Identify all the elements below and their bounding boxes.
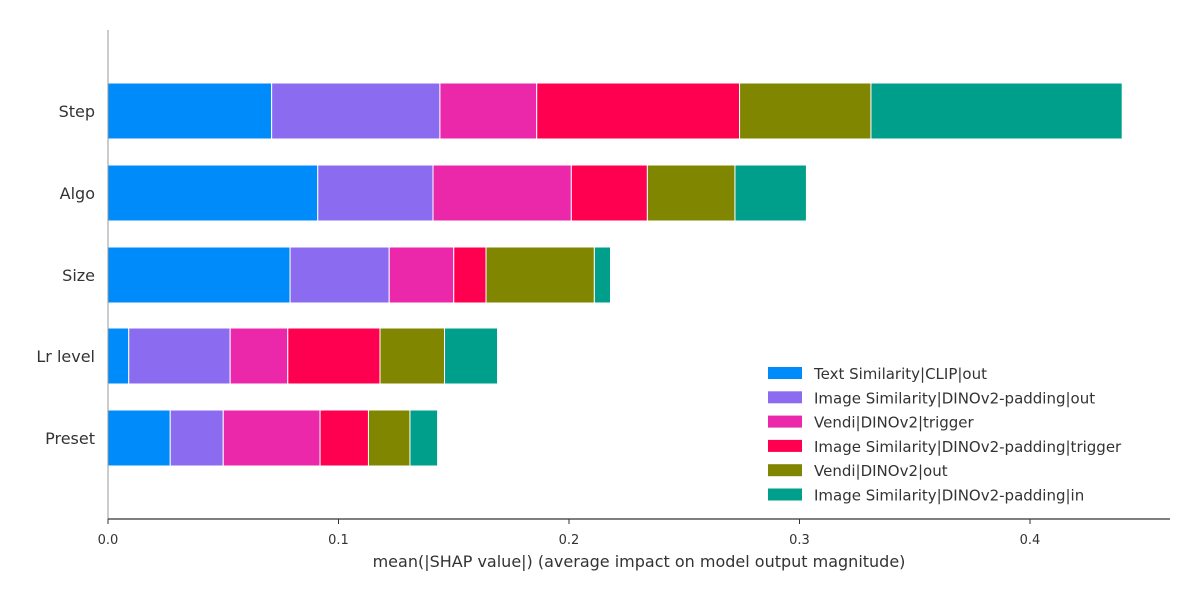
bar-segment-0-0 — [107, 82, 273, 140]
bar-segment-2-5 — [593, 246, 611, 304]
x-tick-label: 0.0 — [98, 533, 119, 548]
bar-segment-2-2 — [388, 246, 455, 304]
x-tick-label: 0.3 — [789, 533, 810, 548]
category-label: Preset — [45, 429, 95, 448]
bar-segment-0-2 — [439, 82, 538, 140]
bar-segment-1-1 — [317, 164, 434, 222]
legend-label: Image Similarity|DINOv2-padding|out — [814, 389, 1095, 407]
x-axis-title: mean(|SHAP value|) (average impact on mo… — [373, 552, 906, 571]
bar-segment-2-3 — [453, 246, 487, 304]
legend-swatch — [768, 415, 802, 428]
bar-segment-3-0 — [107, 327, 130, 385]
bar-segment-3-2 — [229, 327, 289, 385]
bar-segment-3-1 — [128, 327, 231, 385]
bars-layer — [107, 82, 1123, 467]
bar-segment-4-1 — [169, 409, 224, 467]
bar-segment-2-0 — [107, 246, 291, 304]
bar-segment-2-4 — [485, 246, 595, 304]
bar-segment-1-0 — [107, 164, 319, 222]
legend-swatch — [768, 367, 802, 379]
bar-segment-0-3 — [536, 82, 741, 140]
legend-label: Text Similarity|CLIP|out — [813, 365, 987, 383]
x-ticks: 0.0 0.1 0.2 0.3 0.4 — [98, 519, 1041, 548]
bar-segment-0-1 — [271, 82, 441, 140]
category-labels: Step Algo Size Lr level Preset — [36, 102, 95, 448]
bar-segment-4-3 — [319, 409, 369, 467]
bar-segment-0-4 — [739, 82, 872, 140]
legend-label: Vendi|DINOv2|out — [814, 462, 948, 480]
bar-segment-1-4 — [646, 164, 736, 222]
bar-segment-0-5 — [870, 82, 1123, 140]
bar-segment-4-2 — [222, 409, 321, 467]
category-label: Size — [62, 266, 95, 285]
bar-segment-4-0 — [107, 409, 171, 467]
category-label: Step — [59, 102, 95, 121]
legend-label: Image Similarity|DINOv2-padding|in — [814, 487, 1084, 505]
bar-segment-4-4 — [367, 409, 411, 467]
legend-swatch — [768, 488, 802, 501]
legend: Text Similarity|CLIP|out Image Similarity… — [768, 365, 1122, 505]
legend-swatch — [768, 391, 802, 404]
bar-segment-3-4 — [379, 327, 446, 385]
bar-segment-1-5 — [734, 164, 807, 222]
category-label: Lr level — [36, 347, 95, 366]
x-tick-label: 0.4 — [1020, 533, 1041, 548]
legend-label: Image Similarity|DINOv2-padding|trigger — [814, 438, 1122, 456]
x-tick-label: 0.2 — [559, 533, 580, 548]
bar-segment-2-1 — [289, 246, 390, 304]
legend-swatch — [768, 439, 802, 452]
bar-segment-1-2 — [432, 164, 572, 222]
category-label: Algo — [60, 184, 95, 203]
x-tick-label: 0.1 — [328, 533, 349, 548]
legend-label: Vendi|DINOv2|trigger — [814, 414, 975, 432]
bar-segment-3-3 — [287, 327, 381, 385]
bar-segment-1-3 — [570, 164, 648, 222]
legend-swatch — [768, 464, 802, 477]
bar-segment-3-5 — [444, 327, 499, 385]
bar-segment-4-5 — [409, 409, 439, 467]
